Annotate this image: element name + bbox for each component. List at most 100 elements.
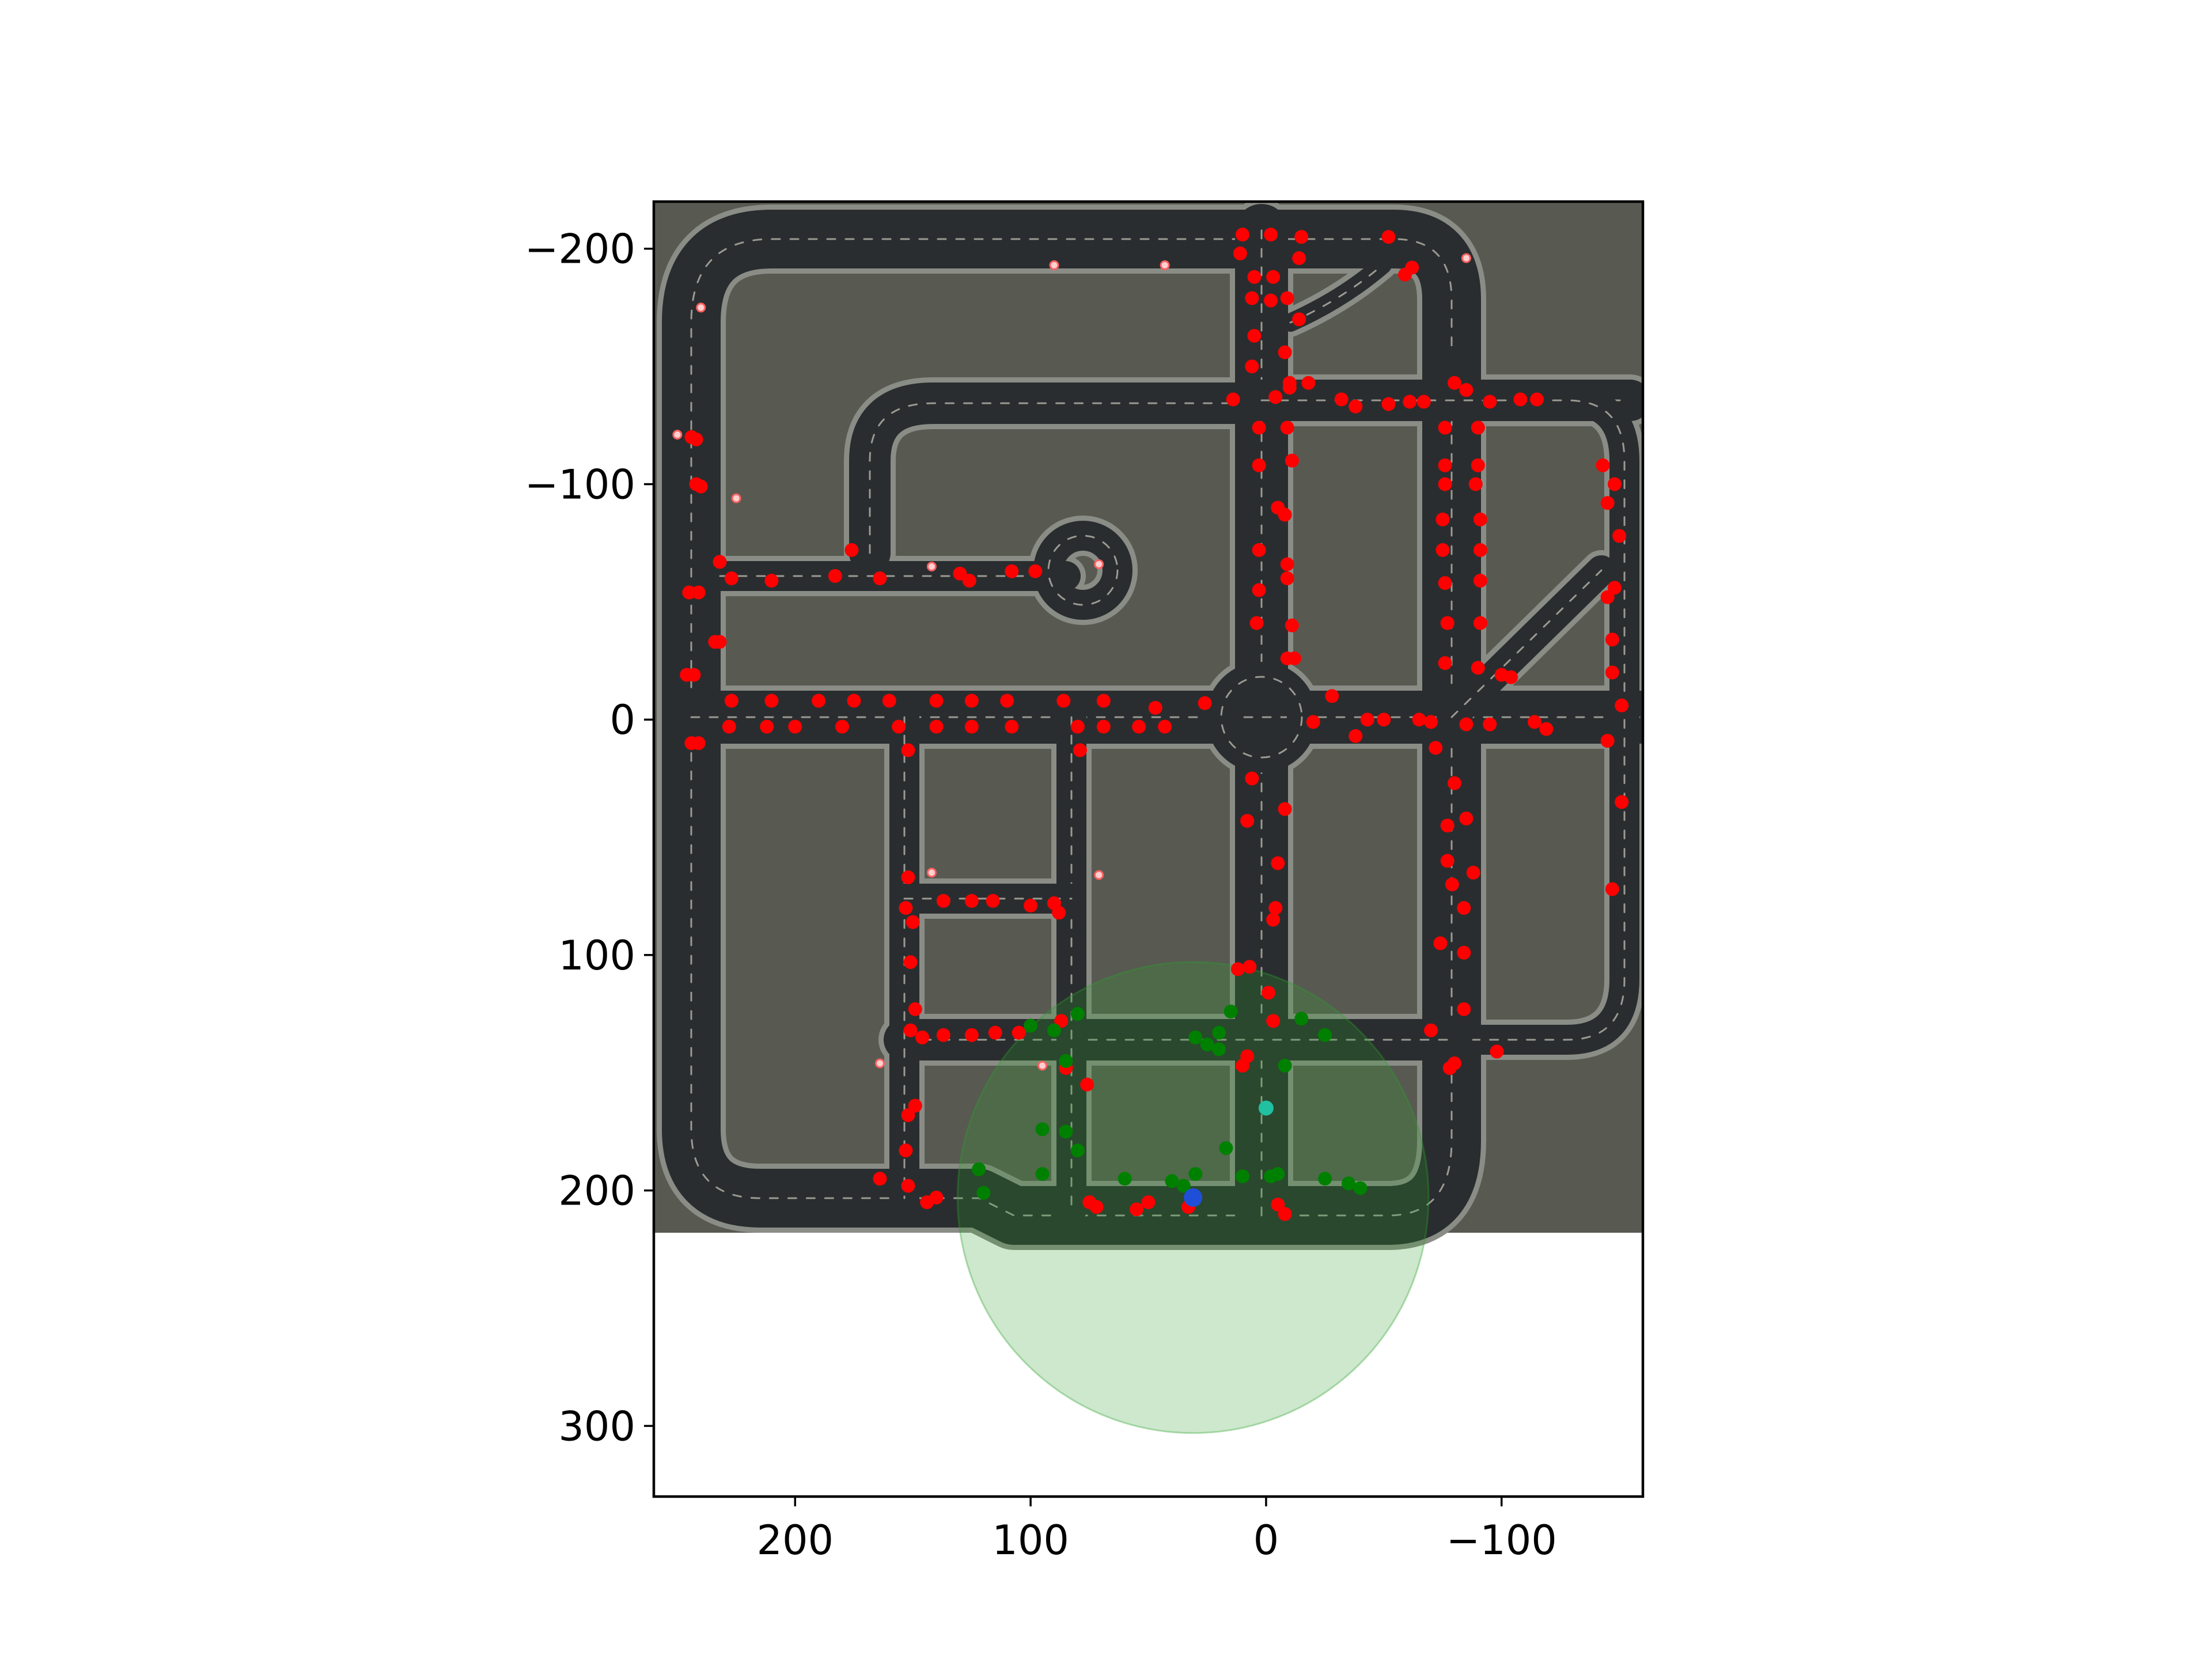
diagonal-road-lane-marking [1450,569,1603,718]
vehicle-marker-out-of-range [1245,291,1259,305]
vehicle-marker-out-of-range [1000,694,1014,708]
vehicle-marker-out-of-range [920,1195,934,1210]
vehicle-marker-out-of-range [1438,477,1452,491]
vehicle-marker-in-range [972,1162,986,1176]
vehicle-marker-out-of-range [680,668,694,682]
parked-marker [1094,559,1104,569]
vehicle-marker-out-of-range [1282,380,1297,395]
vehicle-marker-out-of-range [1607,581,1622,595]
parked-marker [874,1058,885,1069]
vehicle-marker-out-of-range [1473,512,1487,527]
vehicle-marker-out-of-range [1483,717,1497,732]
y-tick-label: 0 [609,696,635,744]
vehicle-marker-in-range [1200,1037,1214,1052]
vehicle-marker-out-of-range [691,585,706,600]
vehicle-marker-out-of-range [1539,722,1554,736]
vehicle-marker-out-of-range [873,1172,887,1186]
vehicle-marker-out-of-range [1473,616,1487,630]
vehicle-marker-out-of-range [1612,529,1627,543]
vehicle-marker-out-of-range [1438,656,1452,671]
vehicle-marker-out-of-range [1054,1014,1069,1028]
vehicle-marker-in-range [1212,1025,1226,1040]
vehicle-marker-in-range [1236,1169,1250,1184]
vehicle-marker-out-of-range [1056,694,1071,708]
vehicle-marker-out-of-range [1198,696,1212,710]
vehicle-marker-out-of-range [1294,230,1309,244]
x-tick: 100 [992,1497,1069,1564]
vehicle-marker-out-of-range [1398,267,1412,282]
ego-vehicle-marker [1184,1188,1203,1207]
vehicle-marker-out-of-range [903,1023,918,1037]
vehicle-marker-out-of-range [873,571,887,585]
vehicle-marker-out-of-range [1280,291,1294,305]
parked-marker [672,430,683,440]
vehicle-marker-out-of-range [964,694,979,708]
vehicle-marker-out-of-range [936,1028,950,1042]
vehicle-marker-out-of-range [1132,719,1146,734]
vehicle-marker-out-of-range [1266,270,1281,284]
vehicle-marker-out-of-range [1605,632,1619,647]
y-tick: 100 [558,932,654,979]
vehicle-marker-out-of-range [1504,670,1518,684]
vehicle-marker-out-of-range [1130,1202,1144,1217]
vehicle-marker-out-of-range [1490,1044,1504,1059]
vehicle-marker-out-of-range [903,955,918,969]
roundabout-lane-marking [1220,676,1303,759]
vehicle-marker-in-range [1024,1018,1038,1033]
vehicle-marker-in-range [1318,1028,1332,1042]
vehicle-marker-out-of-range [788,719,802,734]
vehicle-marker-in-range [1165,1174,1179,1188]
vehicle-marker-out-of-range [1301,376,1316,390]
vehicle-marker-out-of-range [1600,590,1615,604]
vehicle-marker-out-of-range [1473,574,1487,588]
vehicle-marker-out-of-range [1615,698,1629,713]
vehicle-marker-out-of-range [1412,713,1426,727]
vehicle-marker-out-of-range [1266,912,1281,927]
vehicle-marker-out-of-range [1096,719,1111,734]
vehicle-marker-in-range [1035,1167,1050,1181]
vehicle-marker-in-range [1188,1167,1203,1181]
vehicle-marker-in-range [1035,1122,1050,1137]
vehicle-marker-out-of-range [964,719,979,734]
vehicle-marker-out-of-range [1468,477,1483,491]
vehicle-marker-out-of-range [1278,802,1292,816]
vehicle-marker-out-of-range [1252,458,1266,472]
vehicle-marker-out-of-range [1438,421,1452,435]
vehicle-marker-out-of-range [1080,1077,1094,1092]
vehicle-marker-out-of-range [1236,1059,1250,1073]
vehicle-marker-out-of-range [1527,715,1541,729]
target-point-marker [1258,1100,1274,1116]
vehicle-marker-out-of-range [1440,616,1455,630]
vehicle-marker-out-of-range [1070,719,1085,734]
vehicle-marker-out-of-range [1605,665,1619,680]
vehicle-marker-out-of-range [1445,877,1459,892]
vehicle-marker-out-of-range [1447,376,1461,390]
y-tick: −200 [525,226,654,273]
vehicle-marker-out-of-range [908,1002,922,1016]
vehicle-marker-out-of-range [1438,576,1452,590]
vehicle-marker-out-of-range [1073,743,1087,757]
vehicle-marker-out-of-range [1381,230,1396,244]
vehicle-marker-out-of-range [988,1025,1002,1040]
vehicle-marker-out-of-range [1466,865,1480,880]
y-tick-label: 200 [558,1168,635,1215]
vehicle-marker-out-of-range [1096,694,1111,708]
vehicle-marker-out-of-range [694,479,708,494]
vehicle-marker-in-range [1047,1023,1061,1037]
vehicle-marker-out-of-range [1596,458,1610,472]
vehicle-marker-out-of-range [901,743,915,757]
vehicle-marker-out-of-range [1483,395,1497,409]
vehicle-marker-out-of-range [1271,1198,1285,1212]
x-tick: 200 [756,1497,834,1564]
vehicle-marker-out-of-range [1252,543,1266,557]
vehicle-marker-out-of-range [986,893,1000,908]
vehicle-marker-out-of-range [1349,399,1363,414]
vehicle-marker-out-of-range [713,555,727,569]
vehicle-marker-in-range [1224,1005,1238,1019]
vehicle-marker-out-of-range [1325,689,1339,703]
vehicle-marker-in-range [1294,1012,1309,1026]
vehicle-marker-out-of-range [1435,512,1450,527]
vehicle-marker-out-of-range [684,430,699,444]
x-tick-label: 0 [1253,1517,1279,1564]
vehicle-marker-out-of-range [1471,421,1485,435]
